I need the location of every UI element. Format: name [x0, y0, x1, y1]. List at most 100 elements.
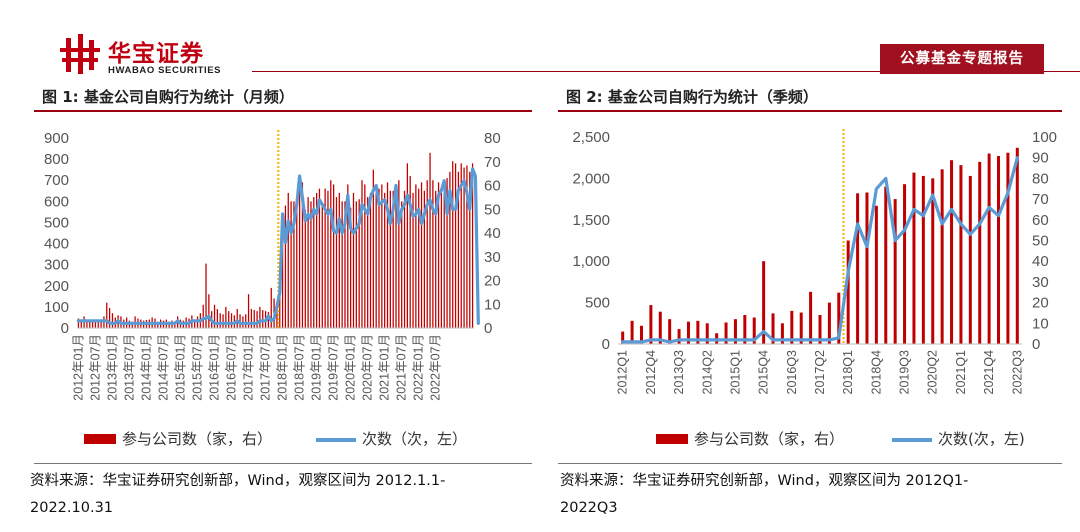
chart1-bar [318, 188, 321, 328]
chart1-left-tick-label: 600 [44, 193, 69, 210]
chart2-x-tick-label: 2016Q3 [785, 350, 799, 395]
chart2-x-tick-label: 2017Q2 [813, 350, 827, 395]
chart1-bar [347, 184, 349, 328]
chart1-bar [245, 314, 247, 328]
chart1-bar [77, 318, 80, 328]
chart2-right-tick-label: 30 [1032, 274, 1049, 291]
chart2-bar [893, 199, 897, 344]
chart1-bar [369, 192, 372, 328]
chart1-right-tick-label: 50 [484, 201, 501, 218]
chart1-bar [301, 182, 304, 328]
chart1-bar [375, 192, 377, 328]
chart1-bar [111, 313, 114, 328]
chart2-bar [733, 319, 737, 344]
chart2-bar [809, 291, 813, 344]
chart2-bar [987, 153, 991, 344]
chart1-bar [423, 190, 426, 328]
chart2-bar [639, 325, 643, 344]
chart1-bar [94, 319, 97, 328]
chart1-bar [469, 171, 471, 328]
chart1-bar [225, 306, 227, 328]
chart1-bar [327, 190, 329, 328]
chart1-x-tick-label: 2016年07月 [225, 334, 239, 401]
figure-2-source-rule [558, 463, 1062, 464]
chart2-right-tick-label: 70 [1032, 191, 1049, 208]
chart1-bar [253, 310, 255, 328]
chart1-left-tick-label: 0 [61, 320, 69, 337]
chart1-bar [386, 182, 389, 328]
chart1-bar [432, 180, 434, 328]
chart1-bar [352, 192, 355, 328]
chart1-bar [276, 302, 278, 328]
chart1-bar [332, 184, 335, 328]
chart2-right-tick-label: 60 [1032, 212, 1049, 229]
chart1-x-tick-label: 2012年07月 [88, 334, 102, 401]
figure-1-source-line2: 2022.10.31 [30, 500, 114, 516]
chart1-bar [443, 182, 445, 328]
chart2-bar [686, 321, 690, 344]
chart1-bar [247, 294, 250, 328]
chart2-right-tick-label: 80 [1032, 170, 1049, 187]
chart1-bar [330, 180, 332, 328]
chart2-bar [884, 186, 888, 344]
chart1-bar [460, 163, 462, 328]
chart1-bar [466, 165, 468, 328]
chart1-line-series [76, 167, 480, 325]
chart1-left-tick-label: 100 [44, 299, 69, 316]
chart1-x-tick-label: 2017年01月 [242, 334, 256, 401]
chart2-bar [874, 205, 878, 344]
chart1-bar [324, 188, 326, 328]
chart1-bar [108, 307, 111, 328]
figure-2-title: 图 2: 基金公司自购行为统计（季频） [566, 88, 818, 106]
chart1-bar [415, 184, 417, 328]
chart1-bar [452, 161, 454, 328]
chart2-bar [912, 172, 916, 344]
chart2-right-tick-label: 0 [1032, 336, 1040, 353]
chart1-right-tick-label: 20 [484, 273, 501, 290]
chart1-bar [355, 201, 357, 328]
chart1-bar [106, 302, 108, 328]
chart1-x-tick-label: 2014年07月 [156, 334, 170, 401]
chart1-bar [250, 309, 253, 328]
chart1-bar [395, 184, 397, 328]
chart1-x-tick-label: 2016年01月 [208, 334, 222, 401]
chart2-x-tick-label: 2012Q1 [616, 350, 630, 395]
chart2-legend-bar-label: 参与公司数（家，右） [694, 430, 844, 448]
chart1-bar [262, 310, 264, 328]
chart1-bar [290, 201, 292, 328]
chart1-legend-bar-swatch [84, 434, 116, 444]
chart1-bar [381, 184, 383, 328]
chart2-line-series [621, 156, 1019, 344]
chart1-bar [213, 304, 216, 328]
chart2-bar [771, 313, 775, 344]
chart1-left-tick-label: 300 [44, 257, 69, 274]
chart2-bar [668, 319, 672, 344]
chart1-bar [202, 304, 204, 328]
chart2-bar [903, 184, 907, 344]
chart1-bar [344, 201, 346, 328]
chart1-x-tick-label: 2013年07月 [122, 334, 136, 401]
chart1-bar [281, 216, 284, 328]
chart1-bar [457, 171, 460, 328]
chart1-bar [420, 182, 423, 328]
chart1-bar [426, 180, 428, 328]
chart2-bar [959, 165, 963, 344]
chart1-bar [236, 309, 238, 328]
chart1-bar [270, 287, 272, 328]
figure-1-source-rule [34, 463, 532, 464]
chart1-left-tick-label: 400 [44, 236, 69, 253]
figure-2-source-line1: 资料来源：华宝证券研究创新部，Wind，观察区间为 2012Q1- [560, 473, 969, 489]
chart2-x-tick-label: 2012Q4 [644, 350, 658, 395]
chart1-x-tick-label: 2022年07月 [429, 334, 443, 401]
chart1-bar [401, 201, 403, 328]
chart1-x-tick-label: 2015年01月 [174, 334, 188, 401]
chart1-bar [310, 201, 312, 328]
chart2-right-tick-label: 50 [1032, 233, 1049, 250]
chart1-right-tick-label: 40 [484, 225, 501, 242]
chart1-x-tick-label: 2018年01月 [276, 334, 290, 401]
chart2-bar [818, 315, 822, 344]
chart1-bar [321, 203, 323, 328]
chart2-bar [940, 169, 944, 344]
chart2-bar [649, 305, 653, 344]
chart1-bar [194, 319, 196, 328]
